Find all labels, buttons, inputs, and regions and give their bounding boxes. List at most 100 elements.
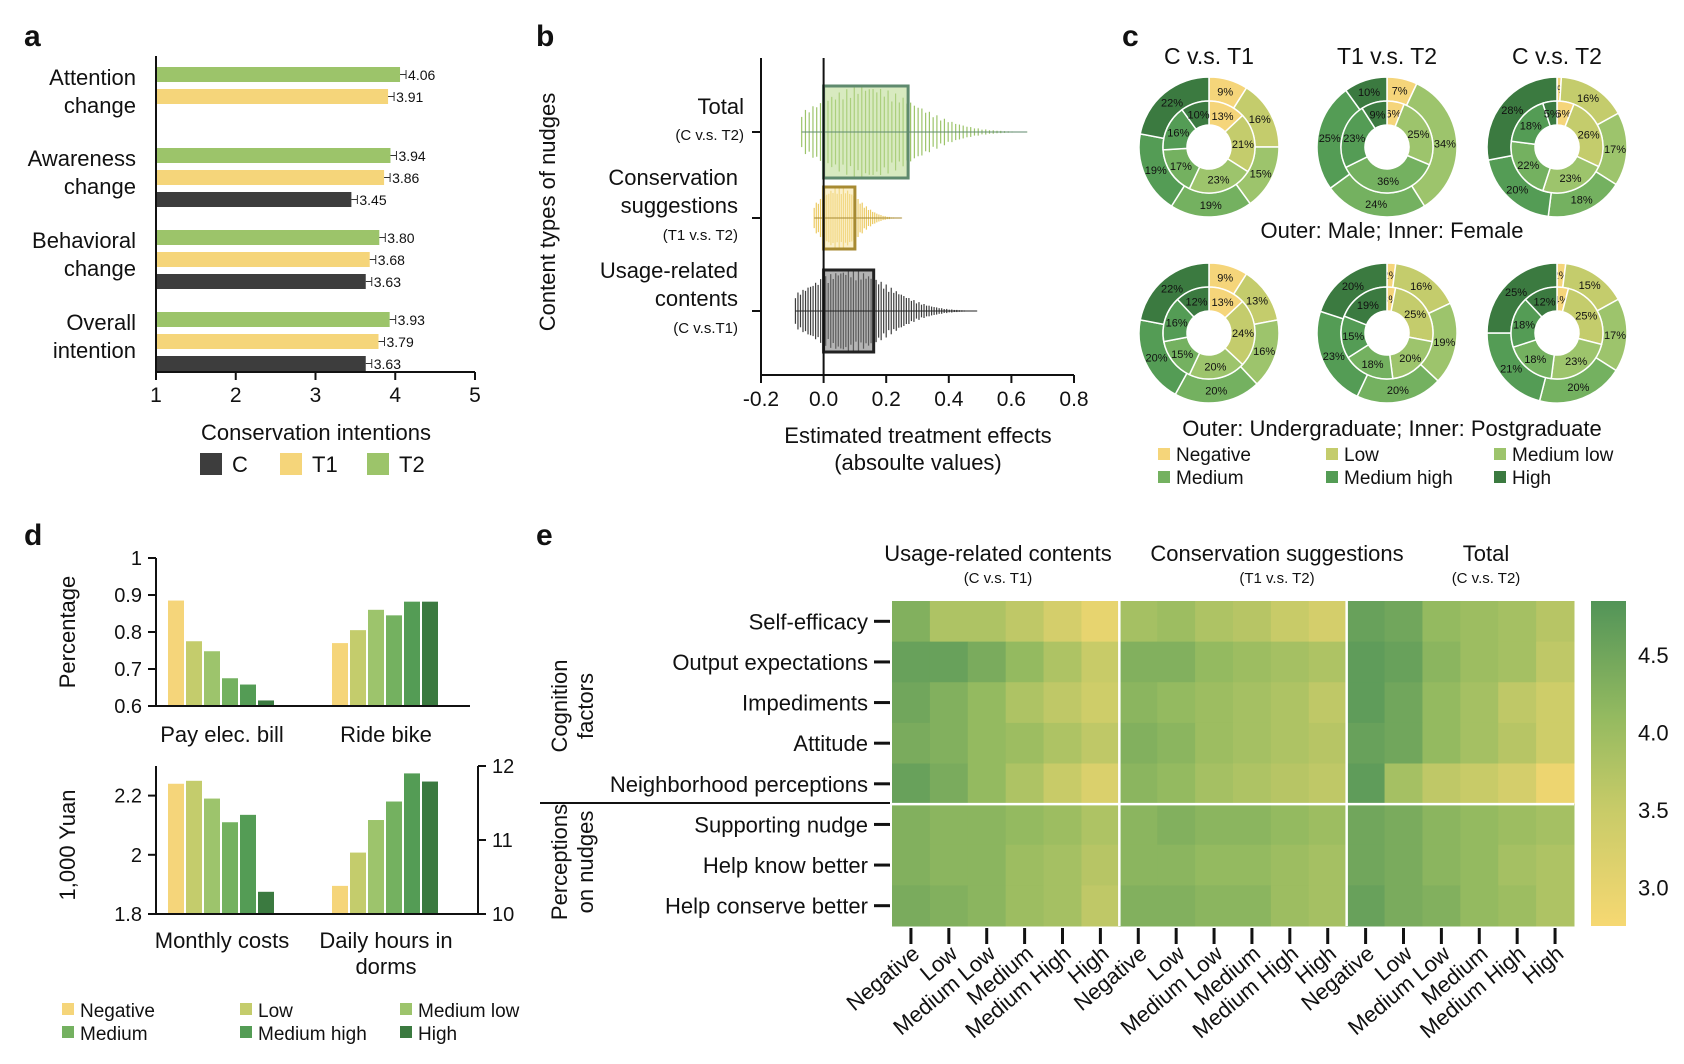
outer-ring-slice-label: 28% (1501, 105, 1523, 117)
heatmap-cell (1043, 804, 1082, 846)
panel-b: b Total (C v.s. T2) Conservation suggestions… (535, 20, 1089, 475)
legend-label: Negative (1176, 445, 1251, 466)
legend-swatch-T1 (280, 453, 302, 475)
heatmap-cell (1157, 641, 1196, 683)
y-tick-label: 0.8 (114, 622, 142, 644)
bar-value-label: 3.45 (359, 192, 386, 208)
x-tick-label: 5 (469, 384, 481, 407)
heatmap-cell (1233, 804, 1272, 846)
legend-label: Medium high (258, 1024, 367, 1045)
outer-ring-slice-label: 20% (1146, 353, 1168, 365)
heatmap-cell (892, 844, 931, 886)
heatmap-cell (1460, 722, 1499, 764)
legend-swatch (1494, 471, 1506, 483)
outer-ring-slice-label: 20% (1205, 386, 1227, 398)
heatmap-cell (1005, 682, 1045, 724)
heatmap-cell (1422, 844, 1461, 886)
heatmap-cell (929, 804, 969, 846)
legend-swatch-T2 (367, 453, 389, 475)
x-tick-label: 0.0 (809, 388, 838, 411)
inner-ring-slice-label: 18% (1362, 359, 1384, 371)
heatmap-cell (929, 682, 969, 724)
heatmap-cell (1270, 722, 1310, 764)
heatmap-cell (1081, 682, 1120, 724)
colorbar (1591, 601, 1626, 926)
row-group-label: Cognition (547, 660, 572, 753)
heatmap-cell (1005, 601, 1045, 643)
group-title: Total (1463, 541, 1509, 566)
panel-d: d Pay elec. bill Ride bike 1 0.9 0.8 0.7 0.6 Per… (24, 519, 520, 1045)
category-label: change (64, 93, 136, 118)
x-tick-label: 0.2 (872, 388, 901, 411)
inner-ring-slice (1343, 286, 1388, 326)
y-tick-label: 2.2 (114, 786, 142, 808)
bar-0-5 (258, 891, 274, 914)
heatmap-cell (1233, 722, 1272, 764)
legend-label: T1 (312, 452, 338, 477)
heatmap-cell (1157, 722, 1196, 764)
heatmap-cell (1536, 682, 1575, 724)
heatmap-cell (1270, 641, 1310, 683)
legend-label: Low (258, 1001, 293, 1022)
heatmap-cell (1119, 844, 1158, 886)
inner-ring-slice-label: 18% (1520, 120, 1542, 132)
inner-ring-slice-label: 20% (1204, 361, 1226, 373)
bar-0-1 (186, 641, 202, 706)
y-axis-title: 1,000 Yuan (55, 790, 80, 901)
heatmap-cell (1384, 722, 1423, 764)
heatmap-cell (1346, 763, 1386, 805)
bar-T1-2 (156, 252, 370, 267)
bar-1-5 (422, 601, 438, 706)
category-label: Conservation (608, 165, 738, 190)
row-label: Help conserve better (665, 894, 868, 919)
legend-label: Medium high (1344, 468, 1453, 489)
bar-0-4 (240, 684, 256, 706)
outer-ring-slice-label: 23% (1323, 351, 1345, 363)
heatmap-cell (1195, 804, 1234, 846)
group-label: Pay elec. bill (160, 722, 284, 747)
legend-swatch-C (200, 453, 222, 475)
heatmap-cell (1270, 844, 1310, 886)
legend-swatch (240, 1003, 252, 1015)
inner-ring-slice (1176, 286, 1210, 319)
bar-value-label: 3.91 (396, 89, 423, 105)
category-label: change (64, 174, 136, 199)
inner-ring-slice-label: 18% (1524, 354, 1546, 366)
outer-ring-slice-label: 19% (1145, 165, 1167, 177)
heatmap-cell (892, 722, 931, 764)
bar-T2-0 (156, 67, 401, 82)
inner-ring-slice-label: 15% (1171, 349, 1193, 361)
heatmap-cell (1498, 804, 1537, 846)
inner-ring-slice-label: 25% (1404, 309, 1426, 321)
heatmap-cell (1308, 641, 1348, 683)
inner-ring-slice-label: 6% (1385, 109, 1401, 121)
outer-ring-slice-label: 15% (1579, 280, 1601, 292)
heatmap-cell (1119, 601, 1158, 643)
bar-T2-3 (156, 312, 390, 327)
heatmap-cell (1081, 601, 1120, 643)
panel-e: e Self-efficacy Output expectations Impedim… (536, 519, 1669, 1043)
bar-1-1 (350, 630, 366, 706)
outer-ring-slice-label: 20% (1567, 382, 1589, 394)
heatmap-cell (1157, 682, 1196, 724)
inner-ring-slice-label: 19% (1357, 300, 1379, 312)
y-axis-title: Percentage (55, 576, 80, 689)
inner-ring-slice-label: 21% (1232, 139, 1254, 151)
heatmap-cell (1422, 601, 1461, 643)
heatmap-cell (1422, 885, 1461, 927)
heatmap-cell (1043, 682, 1082, 724)
heatmap-cell (1346, 885, 1386, 927)
heatmap-cell (1233, 844, 1272, 886)
heatmap-cell (967, 682, 1007, 724)
category-label: Overall (66, 310, 136, 335)
y-tick-label: 0.9 (114, 585, 142, 607)
bar-T1-1 (156, 170, 385, 185)
heatmap-cell (1498, 763, 1537, 805)
bar-1-2 (368, 820, 384, 914)
inner-ring-slice-label: 22% (1517, 160, 1539, 172)
heatmap-cell (1119, 885, 1158, 927)
bar-1-4 (404, 601, 420, 706)
inner-ring-slice-label: 20% (1399, 353, 1421, 365)
outer-ring-slice-label: 19% (1433, 337, 1455, 349)
legend-label: Medium (1176, 468, 1244, 489)
